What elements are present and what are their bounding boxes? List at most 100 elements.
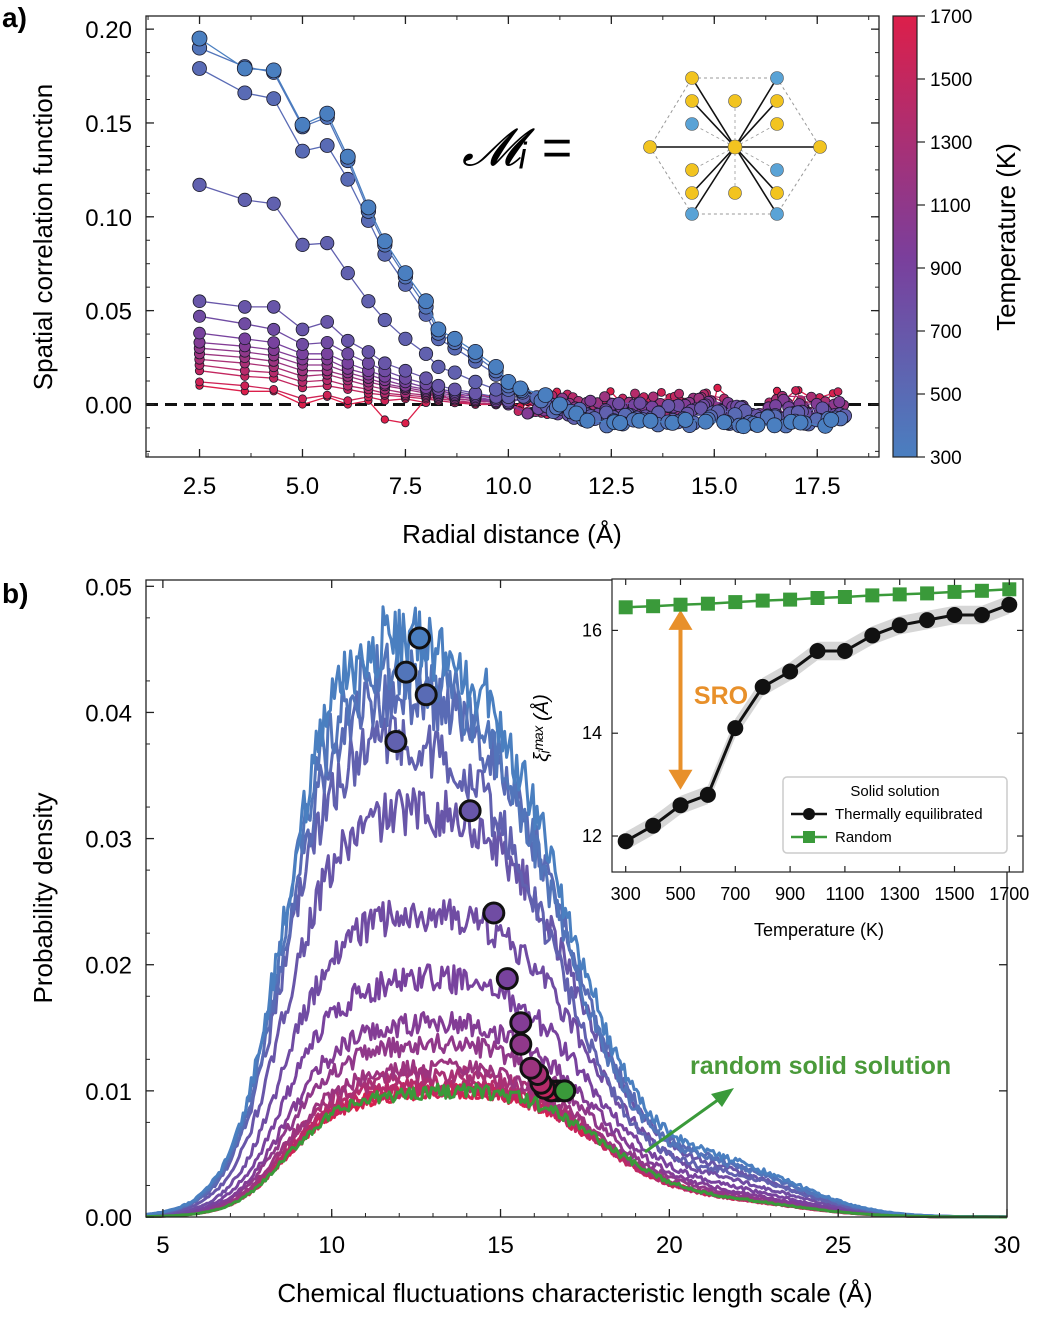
panel-a-data-point — [266, 196, 281, 211]
panel-a-data-point — [361, 345, 376, 359]
panel-a-data-point — [361, 294, 376, 309]
colorbar-tick-label: 900 — [930, 259, 962, 280]
panel-b-peak-marker — [509, 1011, 533, 1035]
temperature-colorbar — [892, 15, 918, 458]
motif-atom — [728, 186, 742, 200]
motif-atom — [770, 163, 784, 177]
panel-a-data-point — [446, 330, 463, 347]
panel-b-y-axis-label: Probability density — [28, 793, 58, 1004]
panel-a-data-point — [266, 91, 282, 106]
panel-b-peak-marker — [414, 683, 438, 707]
panel-a-data-point — [294, 116, 311, 133]
motif-atom — [813, 140, 827, 154]
panel-a-data-point — [192, 309, 206, 323]
panel-a-data-point — [295, 237, 310, 252]
panel-b-x-tick-label: 20 — [656, 1232, 683, 1259]
inset-equilibrated-marker — [782, 663, 799, 680]
motif-bond — [734, 146, 778, 215]
panel-a-data-point — [419, 371, 433, 386]
motif-inner-bond — [691, 146, 736, 171]
inset-random-marker — [974, 583, 989, 598]
panel-a-y-tick-label: 0.10 — [85, 205, 132, 232]
panel-a-data-point — [418, 293, 434, 310]
panel-a-data-point — [398, 363, 413, 378]
panel-a-data-point — [398, 331, 413, 346]
panel-b-curve-random — [146, 1082, 1007, 1219]
inset-random-marker — [892, 587, 907, 602]
panel-b-axes-frame — [145, 579, 1008, 1218]
panel-a-data-point — [267, 322, 281, 336]
panel-b-y-tick-label: 0.00 — [85, 1205, 132, 1232]
motif-bond — [691, 77, 736, 148]
panel-b-distribution-curves — [145, 605, 1007, 1219]
panel-a-data-point — [192, 177, 207, 192]
inset-equilibrated-marker — [836, 643, 853, 659]
inset-legend-title: Solid solution — [850, 783, 939, 800]
panel-a-data-point — [236, 60, 253, 77]
inset-y-tick-label: 16 — [582, 620, 602, 640]
panel-a-data-point — [195, 377, 204, 387]
panel-a-data-point — [266, 300, 281, 314]
panel-a-data-point — [674, 388, 684, 399]
panel-b-label: b) — [2, 578, 28, 609]
panel-a-data-point — [322, 390, 332, 400]
motif-atom — [685, 186, 699, 200]
panel-a-data-point — [267, 336, 281, 349]
panel-a-data-point — [269, 384, 279, 394]
panel-b-peak-marker — [384, 730, 408, 753]
panel-a-series-500K — [192, 61, 843, 432]
inset-random-marker — [947, 584, 962, 599]
panel-a-data-point — [265, 62, 282, 79]
inset-y-axis-label: ξᵢᵐᵃˣ (Å) — [530, 694, 553, 762]
panel-a-data-point — [380, 415, 389, 424]
panel-a-data-point — [298, 394, 307, 404]
panel-a-data-point — [238, 317, 252, 331]
panel-a-data-point — [500, 373, 517, 390]
panel-a-data-point — [320, 236, 335, 251]
panel-a-data-point — [295, 143, 310, 159]
panel-a-y-tick-label: 0.05 — [85, 299, 132, 326]
panel-b-x-tick-label: 15 — [487, 1232, 514, 1259]
motif-atom — [685, 163, 699, 177]
inset-legend-box — [782, 776, 1008, 854]
panel-a-data-point — [191, 30, 208, 47]
motif-inner-bond — [691, 123, 736, 148]
panel-a-x-tick-label: 5.0 — [286, 473, 319, 500]
panel-a-data-point — [447, 365, 462, 380]
panel-a-data-point — [397, 265, 414, 282]
motif-atom — [770, 117, 784, 131]
panel-a-axes-frame — [145, 15, 880, 458]
panel-b-curve-800K — [145, 898, 1007, 1219]
motif-atom — [685, 71, 699, 85]
panel-a-label: a) — [2, 2, 27, 33]
panel-b-peak-marker — [495, 967, 519, 991]
inset-random-marker — [783, 592, 798, 607]
panel-a-data-point — [447, 382, 462, 397]
panel-a-data-point — [552, 396, 568, 413]
motif-inner-bond — [734, 146, 778, 171]
panel-a-y-tick-label: 0.00 — [85, 392, 132, 419]
motif-atom — [770, 207, 784, 221]
panel-a-x-axis-label: Radial distance (Å) — [402, 519, 622, 549]
panel-b-curve-300K — [145, 605, 1007, 1219]
sro-arrow — [668, 609, 693, 790]
panel-a-data-point — [599, 391, 611, 403]
inset-random-marker — [728, 595, 743, 610]
panel-a-data-point — [360, 199, 377, 216]
panel-a-series-300K — [191, 30, 840, 435]
motif-center-atom — [727, 139, 743, 155]
legend-random-marker — [803, 831, 815, 843]
panel-a-y-axis-label: Spatial correlation function — [28, 84, 58, 390]
inset-x-tick-label: 700 — [720, 884, 750, 904]
panel-a-series-400K — [191, 40, 849, 434]
panel-a-data-point — [238, 300, 252, 314]
panel-b-peak-marker — [482, 901, 506, 925]
panel-a-data-point — [568, 405, 585, 422]
motif-bond — [734, 100, 778, 148]
inset-random-marker — [755, 593, 770, 608]
sro-arrow-head-bottom — [668, 769, 693, 790]
inset-x-tick-label: 1700 — [989, 884, 1029, 904]
panel-a-data-point — [238, 332, 252, 346]
inset-equilibrated-marker — [617, 833, 634, 850]
panel-b-peak-marker — [408, 626, 431, 650]
